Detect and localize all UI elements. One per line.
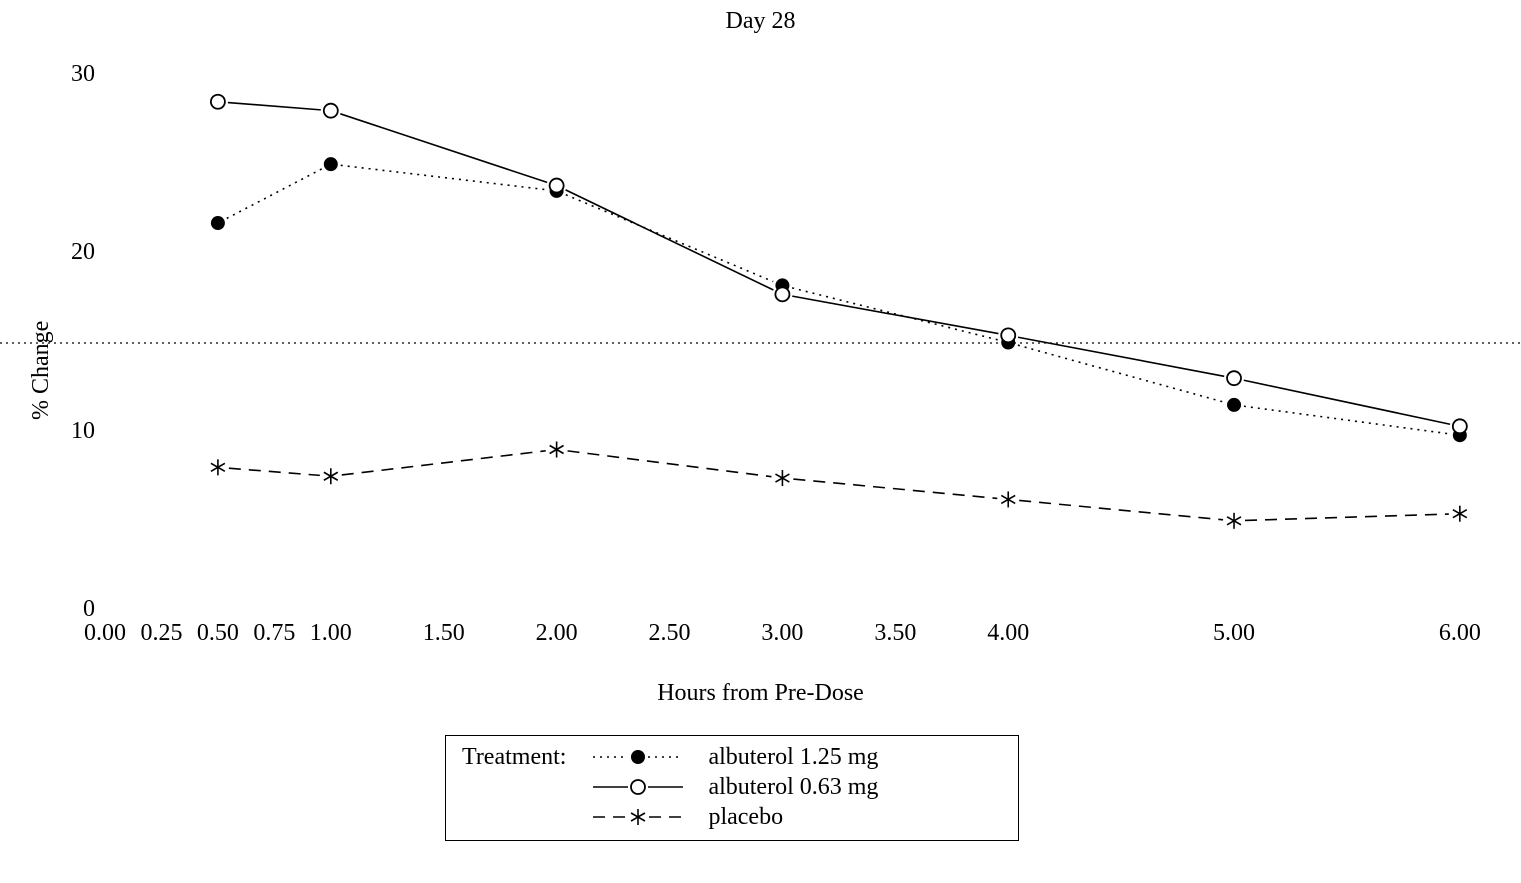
- x-tick-label: 3.50: [874, 620, 916, 647]
- legend-item: Treatment:placebo: [462, 802, 1002, 832]
- legend-title: Treatment:: [462, 744, 566, 771]
- legend-swatch: [578, 802, 698, 832]
- x-tick-label: 3.00: [761, 620, 803, 647]
- x-tick-label: 2.50: [649, 620, 691, 647]
- x-tick-label: 1.50: [423, 620, 465, 647]
- x-tick-label: 5.00: [1213, 620, 1255, 647]
- chart-page: Day 28 % Change 0 10 20 30 0.00 0.25 0.50 0.75…: [0, 0, 1521, 883]
- series-albuterol_1_25: [211, 157, 1467, 442]
- x-tick-label: 1.00: [310, 620, 352, 647]
- legend-swatch: [578, 772, 698, 802]
- x-tick-label: 4.00: [987, 620, 1029, 647]
- x-axis-label: Hours from Pre-Dose: [0, 680, 1521, 707]
- legend-item: Treatment:albuterol 0.63 mg: [462, 772, 1002, 802]
- x-tick-label: 2.00: [536, 620, 578, 647]
- legend-box: Treatment: albuterol 1.25 mgTreatment:alb…: [445, 735, 1019, 841]
- legend-label: albuterol 1.25 mg: [708, 744, 878, 771]
- x-tick-label: 0.75: [253, 620, 295, 647]
- x-tick-label: 6.00: [1439, 620, 1481, 647]
- y-tick-label: 30: [35, 61, 95, 88]
- x-tick-label: 0.00: [84, 620, 126, 647]
- y-tick-label: 20: [35, 239, 95, 266]
- legend-swatch: [578, 742, 698, 772]
- legend-label: placebo: [708, 804, 783, 831]
- y-tick-label: 0: [35, 596, 95, 623]
- y-tick-label: 10: [35, 418, 95, 445]
- series-placebo: [211, 442, 1467, 529]
- legend-item: Treatment: albuterol 1.25 mg: [462, 742, 1002, 772]
- chart-title: Day 28: [0, 8, 1521, 35]
- series-albuterol_0_63: [211, 95, 1467, 434]
- x-tick-label: 0.25: [140, 620, 182, 647]
- x-tick-label: 0.50: [197, 620, 239, 647]
- y-axis-label: % Change: [28, 321, 55, 420]
- legend-label: albuterol 0.63 mg: [708, 774, 878, 801]
